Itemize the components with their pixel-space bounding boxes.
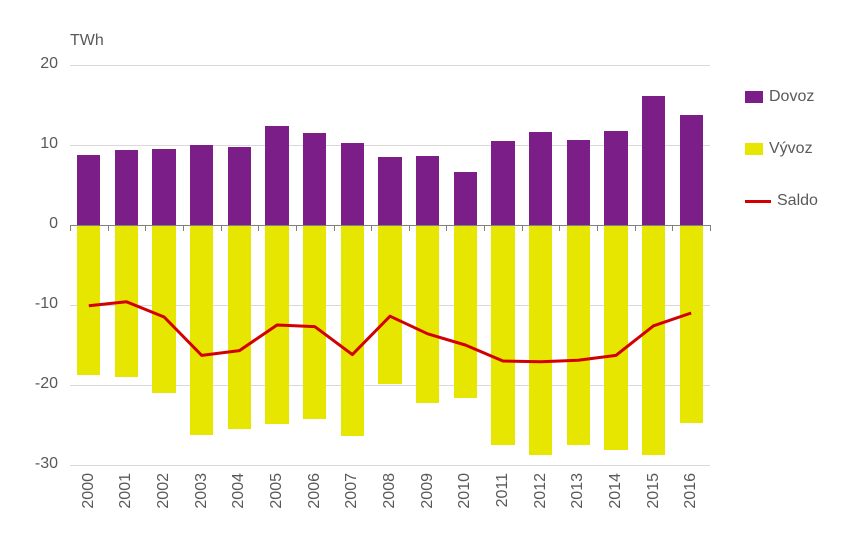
x-tick-mark	[597, 225, 598, 231]
y-tick-label: -30	[0, 455, 58, 473]
bar-vyvoz	[228, 225, 251, 429]
x-tick-label: 2001	[117, 473, 135, 509]
bar-dovoz	[567, 140, 590, 225]
x-tick-mark	[334, 225, 335, 231]
x-tick-mark	[371, 225, 372, 231]
x-tick-mark	[258, 225, 259, 231]
bar-dovoz	[604, 131, 627, 225]
bar-dovoz	[378, 157, 401, 225]
bar-dovoz	[265, 126, 288, 225]
bar-dovoz	[491, 141, 514, 225]
bar-dovoz	[228, 147, 251, 225]
legend-item-saldo: Saldo	[745, 192, 818, 210]
bar-dovoz	[115, 150, 138, 225]
bar-vyvoz	[416, 225, 439, 403]
y-tick-label: 0	[0, 215, 58, 233]
y-tick-label: -20	[0, 375, 58, 393]
gridline	[70, 465, 710, 466]
bar-dovoz	[190, 145, 213, 225]
x-tick-mark	[446, 225, 447, 231]
x-tick-label: 2004	[230, 473, 248, 509]
bar-dovoz	[77, 155, 100, 225]
x-tick-mark	[145, 225, 146, 231]
bar-dovoz	[152, 149, 175, 225]
bar-vyvoz	[642, 225, 665, 455]
x-tick-mark	[296, 225, 297, 231]
x-tick-mark	[70, 225, 71, 231]
bar-vyvoz	[190, 225, 213, 435]
bar-vyvoz	[491, 225, 514, 445]
legend-swatch-vyvoz	[745, 143, 763, 155]
y-axis-title: TWh	[70, 32, 104, 50]
chart-container: TWh 20100-10-20-30 200020012002200320042…	[0, 0, 861, 542]
x-tick-label: 2010	[456, 473, 474, 509]
y-tick-label: 20	[0, 55, 58, 73]
x-tick-mark	[672, 225, 673, 231]
bar-dovoz	[416, 156, 439, 225]
legend-label-saldo: Saldo	[777, 192, 818, 210]
x-tick-label: 2013	[569, 473, 587, 509]
bar-vyvoz	[454, 225, 477, 398]
x-tick-label: 2007	[343, 473, 361, 509]
y-tick-label: 10	[0, 135, 58, 153]
bar-dovoz	[642, 96, 665, 225]
legend-line-saldo	[745, 200, 771, 203]
x-tick-label: 2011	[494, 473, 512, 507]
x-tick-label: 2000	[80, 473, 98, 509]
x-tick-label: 2016	[682, 473, 700, 509]
bar-vyvoz	[680, 225, 703, 423]
x-tick-mark	[559, 225, 560, 231]
x-axis-line	[70, 225, 710, 226]
x-tick-label: 2012	[532, 473, 550, 509]
bar-vyvoz	[567, 225, 590, 445]
bar-vyvoz	[341, 225, 364, 436]
x-tick-mark	[108, 225, 109, 231]
bar-vyvoz	[303, 225, 326, 419]
bar-vyvoz	[265, 225, 288, 424]
x-tick-mark	[221, 225, 222, 231]
x-tick-label: 2005	[268, 473, 286, 509]
x-tick-label: 2009	[419, 473, 437, 509]
x-tick-mark	[522, 225, 523, 231]
bar-vyvoz	[529, 225, 552, 455]
bar-dovoz	[341, 143, 364, 225]
x-tick-label: 2008	[381, 473, 399, 509]
bar-dovoz	[303, 133, 326, 225]
y-tick-label: -10	[0, 295, 58, 313]
legend-swatch-dovoz	[745, 91, 763, 103]
bar-vyvoz	[604, 225, 627, 450]
bar-dovoz	[529, 132, 552, 225]
bar-dovoz	[454, 172, 477, 225]
x-tick-label: 2014	[607, 473, 625, 509]
x-tick-mark	[183, 225, 184, 231]
legend-label-dovoz: Dovoz	[769, 88, 814, 106]
x-tick-label: 2015	[645, 473, 663, 509]
x-tick-label: 2003	[193, 473, 211, 509]
legend: Dovoz Vývoz Saldo	[745, 88, 818, 244]
x-tick-mark	[484, 225, 485, 231]
bar-vyvoz	[378, 225, 401, 384]
gridline	[70, 65, 710, 66]
legend-item-dovoz: Dovoz	[745, 88, 818, 106]
x-tick-mark	[710, 225, 711, 231]
bar-vyvoz	[77, 225, 100, 375]
bar-vyvoz	[115, 225, 138, 377]
x-tick-mark	[409, 225, 410, 231]
legend-item-vyvoz: Vývoz	[745, 140, 818, 158]
bar-vyvoz	[152, 225, 175, 393]
x-tick-label: 2006	[306, 473, 324, 509]
plot-area	[70, 65, 710, 465]
legend-label-vyvoz: Vývoz	[769, 140, 813, 158]
bar-dovoz	[680, 115, 703, 225]
x-tick-mark	[635, 225, 636, 231]
x-tick-label: 2002	[155, 473, 173, 509]
